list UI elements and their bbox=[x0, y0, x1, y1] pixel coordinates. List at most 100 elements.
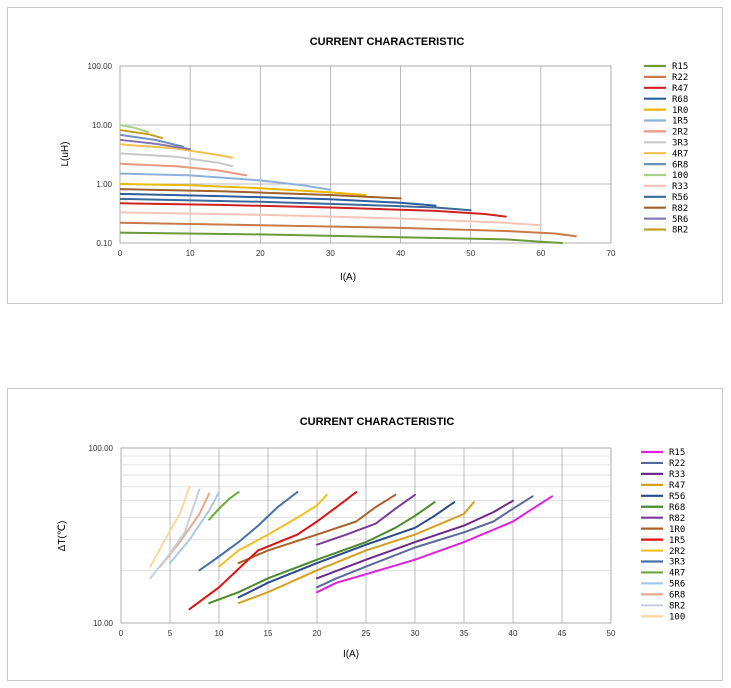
series-line-r22 bbox=[120, 221, 577, 238]
legend-label: R47 bbox=[669, 481, 685, 491]
series-group bbox=[149, 485, 554, 611]
x-tick-label: 25 bbox=[362, 629, 371, 638]
temperature-rise-chart: 0 5 10 15 20 25 30 35 40 45 50 10.00 100.00 CURRENT C… bbox=[57, 416, 685, 660]
y-tick-label: 0.10 bbox=[96, 239, 112, 248]
legend-label: R68 bbox=[672, 95, 688, 105]
x-tick-label: 30 bbox=[326, 249, 335, 258]
legend-label: R22 bbox=[672, 73, 688, 83]
x-axis-label: I(A) bbox=[340, 272, 356, 283]
legend-label: 8R2 bbox=[669, 602, 685, 612]
legend-label: 100 bbox=[669, 612, 685, 622]
x-tick-label: 20 bbox=[313, 629, 322, 638]
series-line-3r3 bbox=[198, 491, 299, 572]
series-line-r68 bbox=[120, 192, 437, 207]
inductance-chart: 0 10 20 30 40 50 60 70 0.10 1.00 10.00 100.00 CURREN… bbox=[60, 36, 688, 283]
legend-label: R47 bbox=[672, 84, 688, 94]
series-line-1r5 bbox=[188, 491, 358, 611]
legend-label: R56 bbox=[672, 193, 688, 203]
x-tick-label: 10 bbox=[215, 629, 224, 638]
legend-label: 5R6 bbox=[669, 580, 685, 590]
legend-label: 3R3 bbox=[672, 139, 688, 149]
series-line-4r7 bbox=[120, 143, 234, 159]
legend: R15R22R47R681R01R52R23R34R76R8100R33R56R… bbox=[644, 62, 688, 236]
legend-label: 1R0 bbox=[669, 525, 685, 535]
legend-label: R15 bbox=[672, 62, 688, 72]
x-tick-label: 60 bbox=[536, 249, 545, 258]
y-tick-label: 100.00 bbox=[89, 444, 114, 453]
series-line-r82 bbox=[316, 493, 416, 546]
y-tick-label: 10.00 bbox=[92, 121, 113, 130]
x-tick-label: 40 bbox=[396, 249, 405, 258]
series-line-2r2 bbox=[120, 162, 248, 177]
legend-label: R82 bbox=[669, 514, 685, 524]
legend-label: 1R5 bbox=[672, 117, 688, 127]
series-line-5r6 bbox=[120, 138, 192, 151]
legend-label: R68 bbox=[669, 503, 685, 513]
legend-label: R22 bbox=[669, 459, 685, 469]
legend-label: 6R8 bbox=[669, 591, 685, 601]
y-axis-label: ΔT(℃) bbox=[57, 521, 68, 552]
series-line-1r0 bbox=[120, 183, 367, 196]
series-line-r47 bbox=[237, 501, 475, 605]
legend-label: R82 bbox=[672, 204, 688, 214]
series-line-3r3 bbox=[120, 152, 234, 168]
legend-label: 4R7 bbox=[672, 149, 688, 159]
chart-title: CURRENT CHARACTERISTIC bbox=[300, 416, 455, 428]
legend-label: 2R2 bbox=[669, 547, 685, 557]
x-axis-label: I(A) bbox=[343, 649, 359, 660]
y-axis-label: L(uH) bbox=[60, 141, 71, 166]
x-tick-label: 35 bbox=[460, 629, 469, 638]
y-tick-label: 100.00 bbox=[88, 62, 113, 71]
series-line-r56 bbox=[120, 197, 472, 212]
plot-area-border bbox=[119, 65, 612, 244]
series-line-r15 bbox=[120, 231, 563, 244]
series-line-5r6 bbox=[169, 491, 220, 565]
series-line-r68 bbox=[208, 501, 436, 605]
series-line-r33 bbox=[120, 211, 542, 227]
series-line-8r2 bbox=[149, 488, 201, 580]
series-group bbox=[120, 124, 577, 244]
series-line-2r2 bbox=[218, 493, 328, 568]
legend-label: 6R8 bbox=[672, 160, 688, 170]
legend: R15R22R33R47R56R68R821R01R52R23R34R75R66… bbox=[641, 448, 685, 622]
series-line-r82 bbox=[120, 188, 402, 200]
legend-label: 5R6 bbox=[672, 215, 688, 225]
chart-title: CURRENT CHARACTERISTIC bbox=[310, 36, 465, 48]
x-tick-label: 15 bbox=[264, 629, 273, 638]
series-line-1r5 bbox=[120, 172, 332, 191]
x-tick-label: 70 bbox=[607, 249, 616, 258]
x-tick-label: 40 bbox=[509, 629, 518, 638]
legend-label: 100 bbox=[672, 171, 688, 181]
legend-label: R56 bbox=[669, 492, 685, 502]
series-line-r56 bbox=[237, 501, 456, 599]
x-tick-label: 5 bbox=[168, 629, 173, 638]
series-line-4r7 bbox=[208, 491, 240, 521]
x-tick-label: 50 bbox=[607, 629, 616, 638]
legend-label: 3R3 bbox=[669, 558, 685, 568]
series-line-1r0 bbox=[237, 493, 397, 565]
x-tick-label: 50 bbox=[466, 249, 475, 258]
series-line-8r2 bbox=[120, 129, 164, 140]
inductance-chart-panel: 0 10 20 30 40 50 60 70 0.10 1.00 10.00 100.00 CURREN… bbox=[7, 7, 723, 304]
x-tick-label: 0 bbox=[119, 629, 124, 638]
series-line-6r8 bbox=[120, 133, 185, 148]
x-tick-label: 10 bbox=[186, 249, 195, 258]
legend-label: 2R2 bbox=[672, 128, 688, 138]
legend-label: 4R7 bbox=[669, 569, 685, 579]
legend-label: 1R5 bbox=[669, 536, 685, 546]
temperature-rise-chart-panel: 0 5 10 15 20 25 30 35 40 45 50 10.00 100.00 CURRENT C… bbox=[7, 388, 723, 681]
series-line-100 bbox=[120, 124, 150, 133]
series-line-r15 bbox=[316, 495, 554, 594]
legend-label: R33 bbox=[669, 470, 685, 480]
series-line-r22 bbox=[316, 495, 534, 589]
series-line-100 bbox=[149, 485, 191, 568]
x-tick-label: 45 bbox=[558, 629, 567, 638]
legend-label: R15 bbox=[669, 448, 685, 458]
x-tick-label: 30 bbox=[411, 629, 420, 638]
legend-label: 8R2 bbox=[672, 226, 688, 236]
y-tick-label: 10.00 bbox=[93, 619, 114, 628]
x-tick-label: 0 bbox=[118, 249, 123, 258]
series-line-r33 bbox=[316, 499, 514, 580]
series-line-r47 bbox=[120, 202, 507, 218]
x-tick-label: 20 bbox=[256, 249, 265, 258]
